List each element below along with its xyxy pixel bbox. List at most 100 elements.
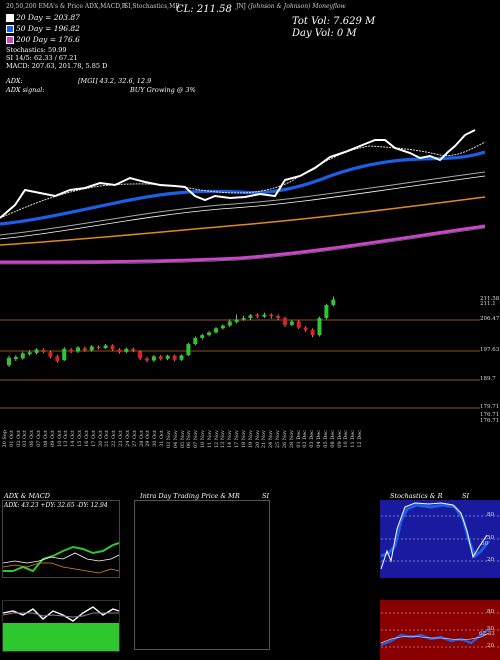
- company-name: (Johnson & Johnson) Moneyflow: [248, 3, 346, 10]
- date-label: 30 Sep: [2, 430, 8, 448]
- macd-panel: [2, 600, 120, 652]
- price-label-176b: 176.71: [480, 418, 500, 424]
- candle-body: [7, 357, 11, 366]
- price-line: [0, 129, 476, 219]
- candle-body: [103, 345, 108, 349]
- candle-body: [138, 351, 143, 359]
- candle-body: [110, 345, 115, 350]
- date-label: 21 Nov: [261, 430, 268, 449]
- ema-orange-line: [0, 196, 486, 246]
- close-price: CL: 211.58: [176, 4, 232, 15]
- date-label: 19 Nov: [247, 430, 254, 449]
- date-label: 24 Nov: [268, 430, 275, 449]
- date-label: 10 Dec: [343, 430, 350, 448]
- ema20-line: [0, 141, 486, 219]
- date-label: 23 Oct: [118, 430, 125, 447]
- adx-panel: ADX: 43.23 +DY: 32.65 -DY: 12.94: [2, 500, 120, 578]
- candle-body: [324, 305, 329, 319]
- candle-body: [27, 352, 32, 355]
- date-label: 21 Oct: [104, 430, 111, 447]
- date-label: 11 Nov: [206, 430, 213, 449]
- intraday-panel: [134, 500, 270, 650]
- legend-si: SI 14/5: 62.33 / 67.21: [6, 54, 78, 62]
- intra-panel-si: SI: [262, 492, 270, 500]
- legend-buy-signal: BUY Growing @ 3%: [130, 86, 196, 94]
- macd-line: [2, 606, 120, 622]
- header-indicators-2: SI,Stochastics,MR: [124, 3, 180, 10]
- date-label: 06 Oct: [29, 430, 36, 447]
- rsi-tick-50: 50: [487, 626, 494, 632]
- candle-body: [131, 348, 136, 351]
- ema200-swatch-icon: [6, 36, 14, 44]
- candle-body: [193, 337, 198, 345]
- date-label: 08 Dec: [329, 430, 336, 448]
- date-label: 13 Nov: [220, 430, 227, 449]
- candle-body: [269, 314, 274, 316]
- adx-values: ADX: 43.23 +DY: 32.65 -DY: 12.94: [4, 502, 108, 509]
- minus-di-line: [2, 562, 120, 574]
- stoch-tick-80: 80: [487, 512, 494, 518]
- ema-grey-line-1: [0, 171, 486, 236]
- candle-body: [20, 353, 25, 359]
- date-label: 14 Nov: [227, 430, 234, 449]
- legend-stochastics: Stochastics: 59.99: [6, 46, 67, 54]
- candle-body: [124, 348, 129, 352]
- candle-body: [262, 314, 267, 317]
- rsi-signal-line: [380, 632, 490, 644]
- ema200-line: [0, 224, 486, 264]
- rsi-tick-20: 20: [487, 643, 494, 649]
- legend-adx-signal: ADX signal:: [6, 86, 45, 94]
- date-label: 07 Oct: [36, 430, 43, 447]
- date-label: 27 Oct: [131, 430, 138, 447]
- date-label: 09 Oct: [49, 430, 56, 447]
- rsi-panel: 80 50 20 62.33: [380, 600, 500, 660]
- date-label: 01 Oct: [8, 430, 15, 447]
- date-label: 14 Oct: [70, 430, 77, 447]
- price-label-top: 211.58: [480, 296, 500, 302]
- date-label: 10 Oct: [56, 430, 63, 447]
- date-label: 02 Dec: [302, 430, 309, 448]
- date-label: 24 Oct: [124, 430, 131, 447]
- stoch-panel-si: SI: [462, 492, 470, 500]
- date-label: 11 Dec: [350, 430, 357, 448]
- legend-ema200: 200 Day = 176.6: [6, 35, 80, 44]
- macd-histogram: [3, 623, 119, 651]
- candle-body: [331, 299, 336, 306]
- date-label: 28 Oct: [138, 430, 145, 447]
- legend-adx: ADX:: [6, 77, 23, 85]
- date-label: 29 Oct: [145, 430, 152, 447]
- price-label-206: 206.47: [480, 316, 500, 322]
- date-label: 03 Oct: [22, 430, 29, 447]
- candle-body: [145, 358, 149, 361]
- candle-body: [200, 335, 205, 338]
- candle-body: [165, 355, 170, 359]
- ema50-swatch-icon: [6, 25, 14, 33]
- candle-body: [276, 316, 281, 319]
- date-label: 16 Oct: [83, 430, 90, 447]
- stochastics-panel: 80 50 20 60: [380, 500, 500, 578]
- day-volume: Day Vol: 0 M: [292, 28, 357, 39]
- price-label-179: 179.71: [480, 404, 500, 410]
- candle-body: [62, 348, 67, 361]
- stoch-marker: 60: [481, 541, 488, 547]
- candle-body: [214, 328, 218, 333]
- candle-body: [220, 325, 225, 329]
- candle-body: [82, 348, 87, 351]
- date-label: 18 Nov: [240, 430, 247, 449]
- candle-body: [289, 321, 294, 325]
- candle-body: [234, 319, 239, 323]
- header-indicators: 20,50,200 EMA's & Price ADX,MACD,R: [6, 3, 127, 10]
- ema50-line: [0, 150, 486, 226]
- date-label: 01 Dec: [295, 430, 302, 448]
- candle-body: [227, 321, 232, 326]
- price-label-197: 197.63: [480, 347, 500, 353]
- total-volume: Tot Vol: 7.629 M: [292, 16, 376, 27]
- date-label: 09 Dec: [336, 430, 343, 448]
- date-label: 17 Oct: [90, 430, 97, 447]
- candle-body: [41, 349, 46, 352]
- rsi-tick-80: 80: [487, 609, 494, 615]
- date-label: 20 Nov: [254, 430, 261, 449]
- date-label: 31 Oct: [159, 430, 166, 447]
- candle-body: [186, 344, 191, 355]
- price-label-211: 211.1: [480, 301, 496, 307]
